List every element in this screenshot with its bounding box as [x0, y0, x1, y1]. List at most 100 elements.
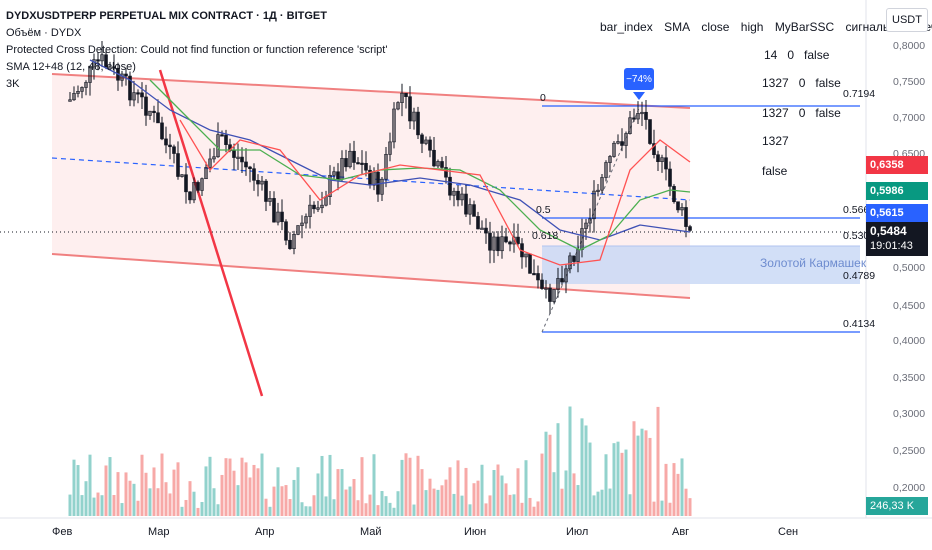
volume-indicator-label[interactable]: Объём · DYDX — [6, 27, 82, 39]
table-cell: 1327 — [762, 134, 789, 148]
volume-bar — [332, 499, 336, 516]
volume-bar — [404, 453, 408, 516]
candle-body — [516, 236, 520, 244]
candle-body — [212, 156, 216, 160]
volume-bar — [608, 488, 612, 516]
volume-bar — [128, 480, 132, 516]
table-header-cell: bar_index — [600, 20, 653, 34]
volume-bar — [588, 442, 592, 516]
volume-bar — [536, 501, 540, 516]
candle-body — [448, 176, 452, 196]
volume-bar — [592, 495, 596, 516]
callout-pointer — [633, 92, 645, 100]
volume-bar — [408, 457, 412, 516]
candle-body — [80, 87, 84, 92]
table-cell: false — [815, 106, 841, 120]
measure-callout[interactable]: −74% — [624, 68, 654, 90]
candle-body — [192, 182, 196, 201]
candle-body — [232, 150, 236, 158]
sma-blue-line — [89, 59, 691, 241]
volume-bar — [296, 467, 300, 516]
volume-bar — [272, 486, 276, 516]
volume-bar — [156, 488, 160, 516]
steep-trend-line — [158, 69, 264, 397]
candle-body — [460, 193, 464, 201]
candle-body — [156, 112, 160, 124]
volume-bar — [504, 483, 508, 516]
volume-bar — [388, 502, 392, 516]
candle-body — [364, 163, 368, 171]
volume-bar — [684, 488, 688, 516]
price-axis-label: 0,3000 — [893, 408, 926, 420]
volume-bar — [636, 435, 640, 516]
candle-body — [252, 168, 256, 181]
volume-bar — [668, 502, 672, 516]
candle-body — [168, 144, 172, 148]
volume-bar — [164, 482, 168, 516]
volume-bar — [220, 474, 224, 516]
candle-body — [176, 153, 180, 177]
sma-green-line — [149, 79, 691, 251]
candle-body — [424, 139, 428, 144]
volume-bar — [188, 481, 192, 516]
volume-bar — [384, 496, 388, 516]
last-price-value: 0,5484 — [870, 224, 907, 238]
volume-bar — [620, 452, 624, 516]
price-axis-label: 0,4500 — [893, 300, 926, 312]
volume-bar — [84, 481, 88, 516]
candle-body — [308, 204, 312, 217]
table-cell: 0 — [787, 48, 795, 62]
candle-body — [260, 180, 264, 185]
candle-body — [560, 278, 564, 283]
symbol-title[interactable]: DYDXUSDTPERP PERPETUAL MIX CONTRACT · 1Д… — [6, 10, 327, 22]
candle-body — [340, 158, 344, 180]
candle-body — [124, 73, 128, 77]
sma-indicator-label[interactable]: SMA 12+48 (12, 48, close) — [6, 61, 136, 73]
candle-body — [608, 156, 612, 163]
indicator-3k-label[interactable]: 3K — [6, 78, 20, 90]
currency-selector[interactable]: USDT — [886, 8, 928, 32]
table-cell: false — [804, 48, 830, 62]
candle-body — [188, 191, 192, 201]
candle-body — [672, 186, 676, 203]
price-axis-label: 0,8000 — [893, 40, 926, 52]
volume-bar — [152, 467, 156, 516]
candle-body — [580, 228, 584, 250]
candle-body — [624, 133, 628, 146]
volume-bar — [176, 462, 180, 516]
table-cell: 0 — [798, 106, 806, 120]
candle-body — [372, 171, 376, 186]
volume-bar — [396, 491, 400, 516]
candle-body — [648, 119, 652, 144]
volume-bar — [528, 497, 532, 516]
volume-bar — [596, 491, 600, 516]
volume-bar — [304, 506, 308, 516]
volume-bar — [516, 468, 520, 516]
table-cell: 1327 — [762, 76, 789, 90]
candle-body — [88, 65, 92, 83]
volume-bar — [628, 494, 632, 516]
candle-body — [400, 92, 404, 103]
indicator-error-label[interactable]: Protected Cross Detection: Could not fin… — [6, 44, 388, 56]
volume-bar — [352, 479, 356, 516]
volume-bar — [276, 467, 280, 516]
sma-blue-price-badge: 0,5615 — [866, 204, 928, 222]
price-axis-label: 0,7000 — [893, 112, 926, 124]
sma-red-price-badge: 0,6358 — [866, 156, 928, 174]
candle-body — [644, 111, 648, 120]
fib-label-05: 0.5 — [536, 204, 551, 216]
volume-bar — [632, 421, 636, 516]
candle-body — [280, 211, 284, 223]
candle-body — [552, 289, 556, 302]
volume-bar — [492, 470, 496, 516]
table-cell: false — [762, 164, 788, 178]
table-row: 1327 0 false — [762, 106, 851, 120]
volume-bar — [572, 473, 576, 516]
candle-body — [136, 92, 140, 95]
volume-bar — [616, 441, 620, 516]
volume-bar — [268, 506, 272, 516]
table-cell: 0 — [798, 76, 806, 90]
volume-bar — [364, 503, 368, 516]
